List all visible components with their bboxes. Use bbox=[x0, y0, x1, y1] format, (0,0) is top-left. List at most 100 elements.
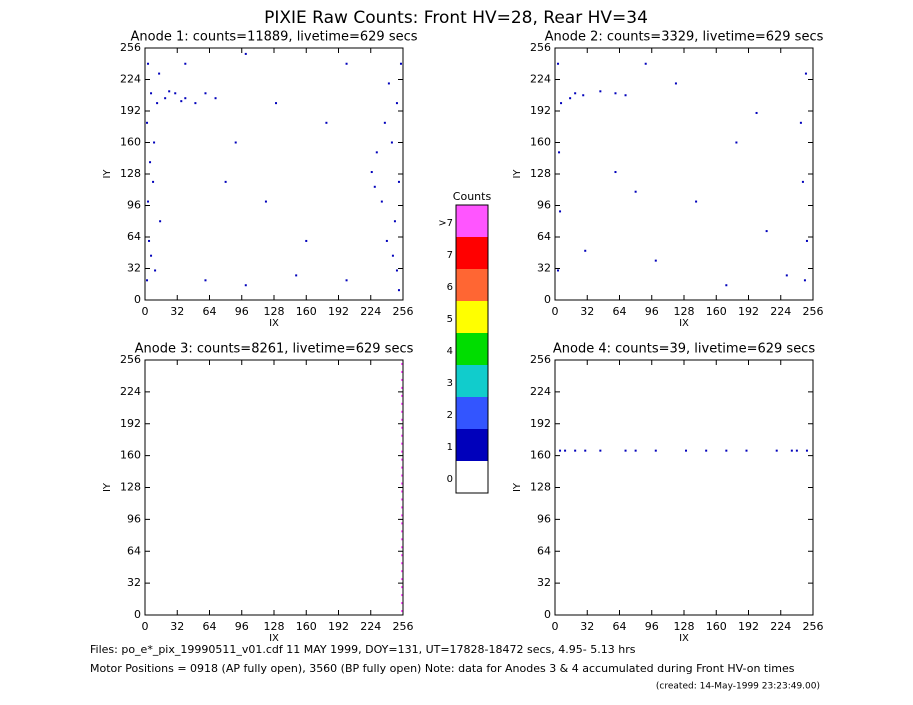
point bbox=[705, 449, 708, 452]
panel-title: Anode 1: counts=11889, livetime=629 secs bbox=[130, 30, 417, 45]
point bbox=[387, 82, 390, 85]
x-tick-label: 32 bbox=[580, 620, 594, 633]
x-tick-label: 192 bbox=[738, 305, 759, 318]
point bbox=[148, 239, 151, 242]
y-tick-label: 128 bbox=[120, 167, 141, 180]
y-tick-label: 224 bbox=[120, 73, 141, 86]
point bbox=[599, 449, 602, 452]
point bbox=[559, 210, 562, 213]
point bbox=[397, 289, 400, 292]
point bbox=[400, 514, 403, 517]
x-tick-label: 224 bbox=[770, 620, 791, 633]
point bbox=[695, 200, 698, 203]
color-swatch bbox=[456, 333, 488, 365]
x-tick-label: 0 bbox=[142, 620, 149, 633]
point bbox=[560, 102, 563, 105]
y-tick-label: 0 bbox=[544, 608, 551, 621]
x-tick-label: 64 bbox=[613, 620, 627, 633]
point bbox=[149, 161, 152, 164]
x-tick-label: 96 bbox=[235, 305, 249, 318]
point bbox=[159, 220, 162, 223]
y-tick-label: 224 bbox=[120, 385, 141, 398]
x-tick-label: 256 bbox=[393, 620, 414, 633]
point bbox=[614, 92, 617, 95]
x-tick-label: 224 bbox=[360, 620, 381, 633]
color-swatch bbox=[456, 205, 488, 237]
point bbox=[399, 62, 402, 65]
point bbox=[147, 200, 150, 203]
point bbox=[390, 141, 393, 144]
y-tick-label: 256 bbox=[530, 41, 551, 54]
point bbox=[146, 121, 149, 124]
point bbox=[400, 594, 403, 597]
y-axis-label: IY bbox=[512, 169, 523, 179]
point bbox=[400, 418, 403, 421]
point bbox=[400, 554, 403, 557]
x-tick-label: 160 bbox=[706, 305, 727, 318]
point bbox=[395, 269, 398, 272]
x-tick-label: 224 bbox=[360, 305, 381, 318]
point bbox=[400, 602, 403, 605]
point bbox=[559, 449, 562, 452]
point bbox=[146, 279, 149, 282]
y-tick-label: 160 bbox=[530, 449, 551, 462]
x-tick-label: 256 bbox=[803, 305, 824, 318]
point bbox=[654, 259, 657, 262]
point bbox=[400, 410, 403, 413]
point bbox=[803, 279, 806, 282]
colorbar-label: 4 bbox=[447, 346, 453, 357]
point bbox=[154, 269, 157, 272]
point bbox=[735, 141, 738, 144]
point bbox=[400, 506, 403, 509]
point bbox=[400, 466, 403, 469]
page-title: PIXIE Raw Counts: Front HV=28, Rear HV=3… bbox=[264, 8, 648, 28]
colorbar-label: 3 bbox=[447, 378, 453, 389]
point bbox=[152, 180, 155, 183]
y-tick-label: 256 bbox=[120, 353, 141, 366]
point bbox=[400, 578, 403, 581]
x-tick-label: 0 bbox=[552, 620, 559, 633]
point bbox=[234, 141, 237, 144]
x-tick-label: 160 bbox=[296, 620, 317, 633]
colorbar-label: 0 bbox=[447, 474, 453, 485]
point bbox=[400, 450, 403, 453]
point bbox=[345, 279, 348, 282]
x-tick-label: 256 bbox=[393, 305, 414, 318]
y-tick-label: 128 bbox=[120, 481, 141, 494]
y-tick-label: 96 bbox=[537, 199, 551, 212]
point bbox=[383, 121, 386, 124]
point bbox=[400, 538, 403, 541]
x-axis-label: IX bbox=[679, 633, 689, 644]
color-swatch bbox=[456, 429, 488, 461]
y-tick-label: 160 bbox=[120, 136, 141, 149]
y-tick-label: 192 bbox=[120, 104, 141, 117]
point bbox=[391, 254, 394, 257]
colorbar-title: Counts bbox=[453, 190, 492, 203]
panel-title: Anode 3: counts=8261, livetime=629 secs bbox=[135, 342, 414, 357]
x-tick-label: 96 bbox=[645, 305, 659, 318]
y-tick-label: 224 bbox=[530, 385, 551, 398]
point bbox=[799, 121, 802, 124]
point bbox=[400, 570, 403, 573]
point bbox=[400, 586, 403, 589]
point bbox=[569, 97, 572, 100]
point bbox=[725, 449, 728, 452]
point bbox=[400, 490, 403, 493]
point bbox=[375, 151, 378, 154]
point bbox=[194, 102, 197, 105]
point bbox=[624, 449, 627, 452]
point bbox=[400, 530, 403, 533]
x-tick-label: 0 bbox=[552, 305, 559, 318]
y-tick-label: 96 bbox=[537, 512, 551, 525]
panel-title: Anode 4: counts=39, livetime=629 secs bbox=[553, 342, 815, 357]
point bbox=[400, 474, 403, 477]
y-axis-label: IY bbox=[102, 169, 113, 179]
point bbox=[400, 378, 403, 381]
y-tick-label: 160 bbox=[530, 136, 551, 149]
point bbox=[174, 92, 177, 95]
point bbox=[400, 442, 403, 445]
x-tick-label: 0 bbox=[142, 305, 149, 318]
point bbox=[204, 92, 207, 95]
x-tick-label: 128 bbox=[674, 620, 695, 633]
point bbox=[557, 62, 560, 65]
